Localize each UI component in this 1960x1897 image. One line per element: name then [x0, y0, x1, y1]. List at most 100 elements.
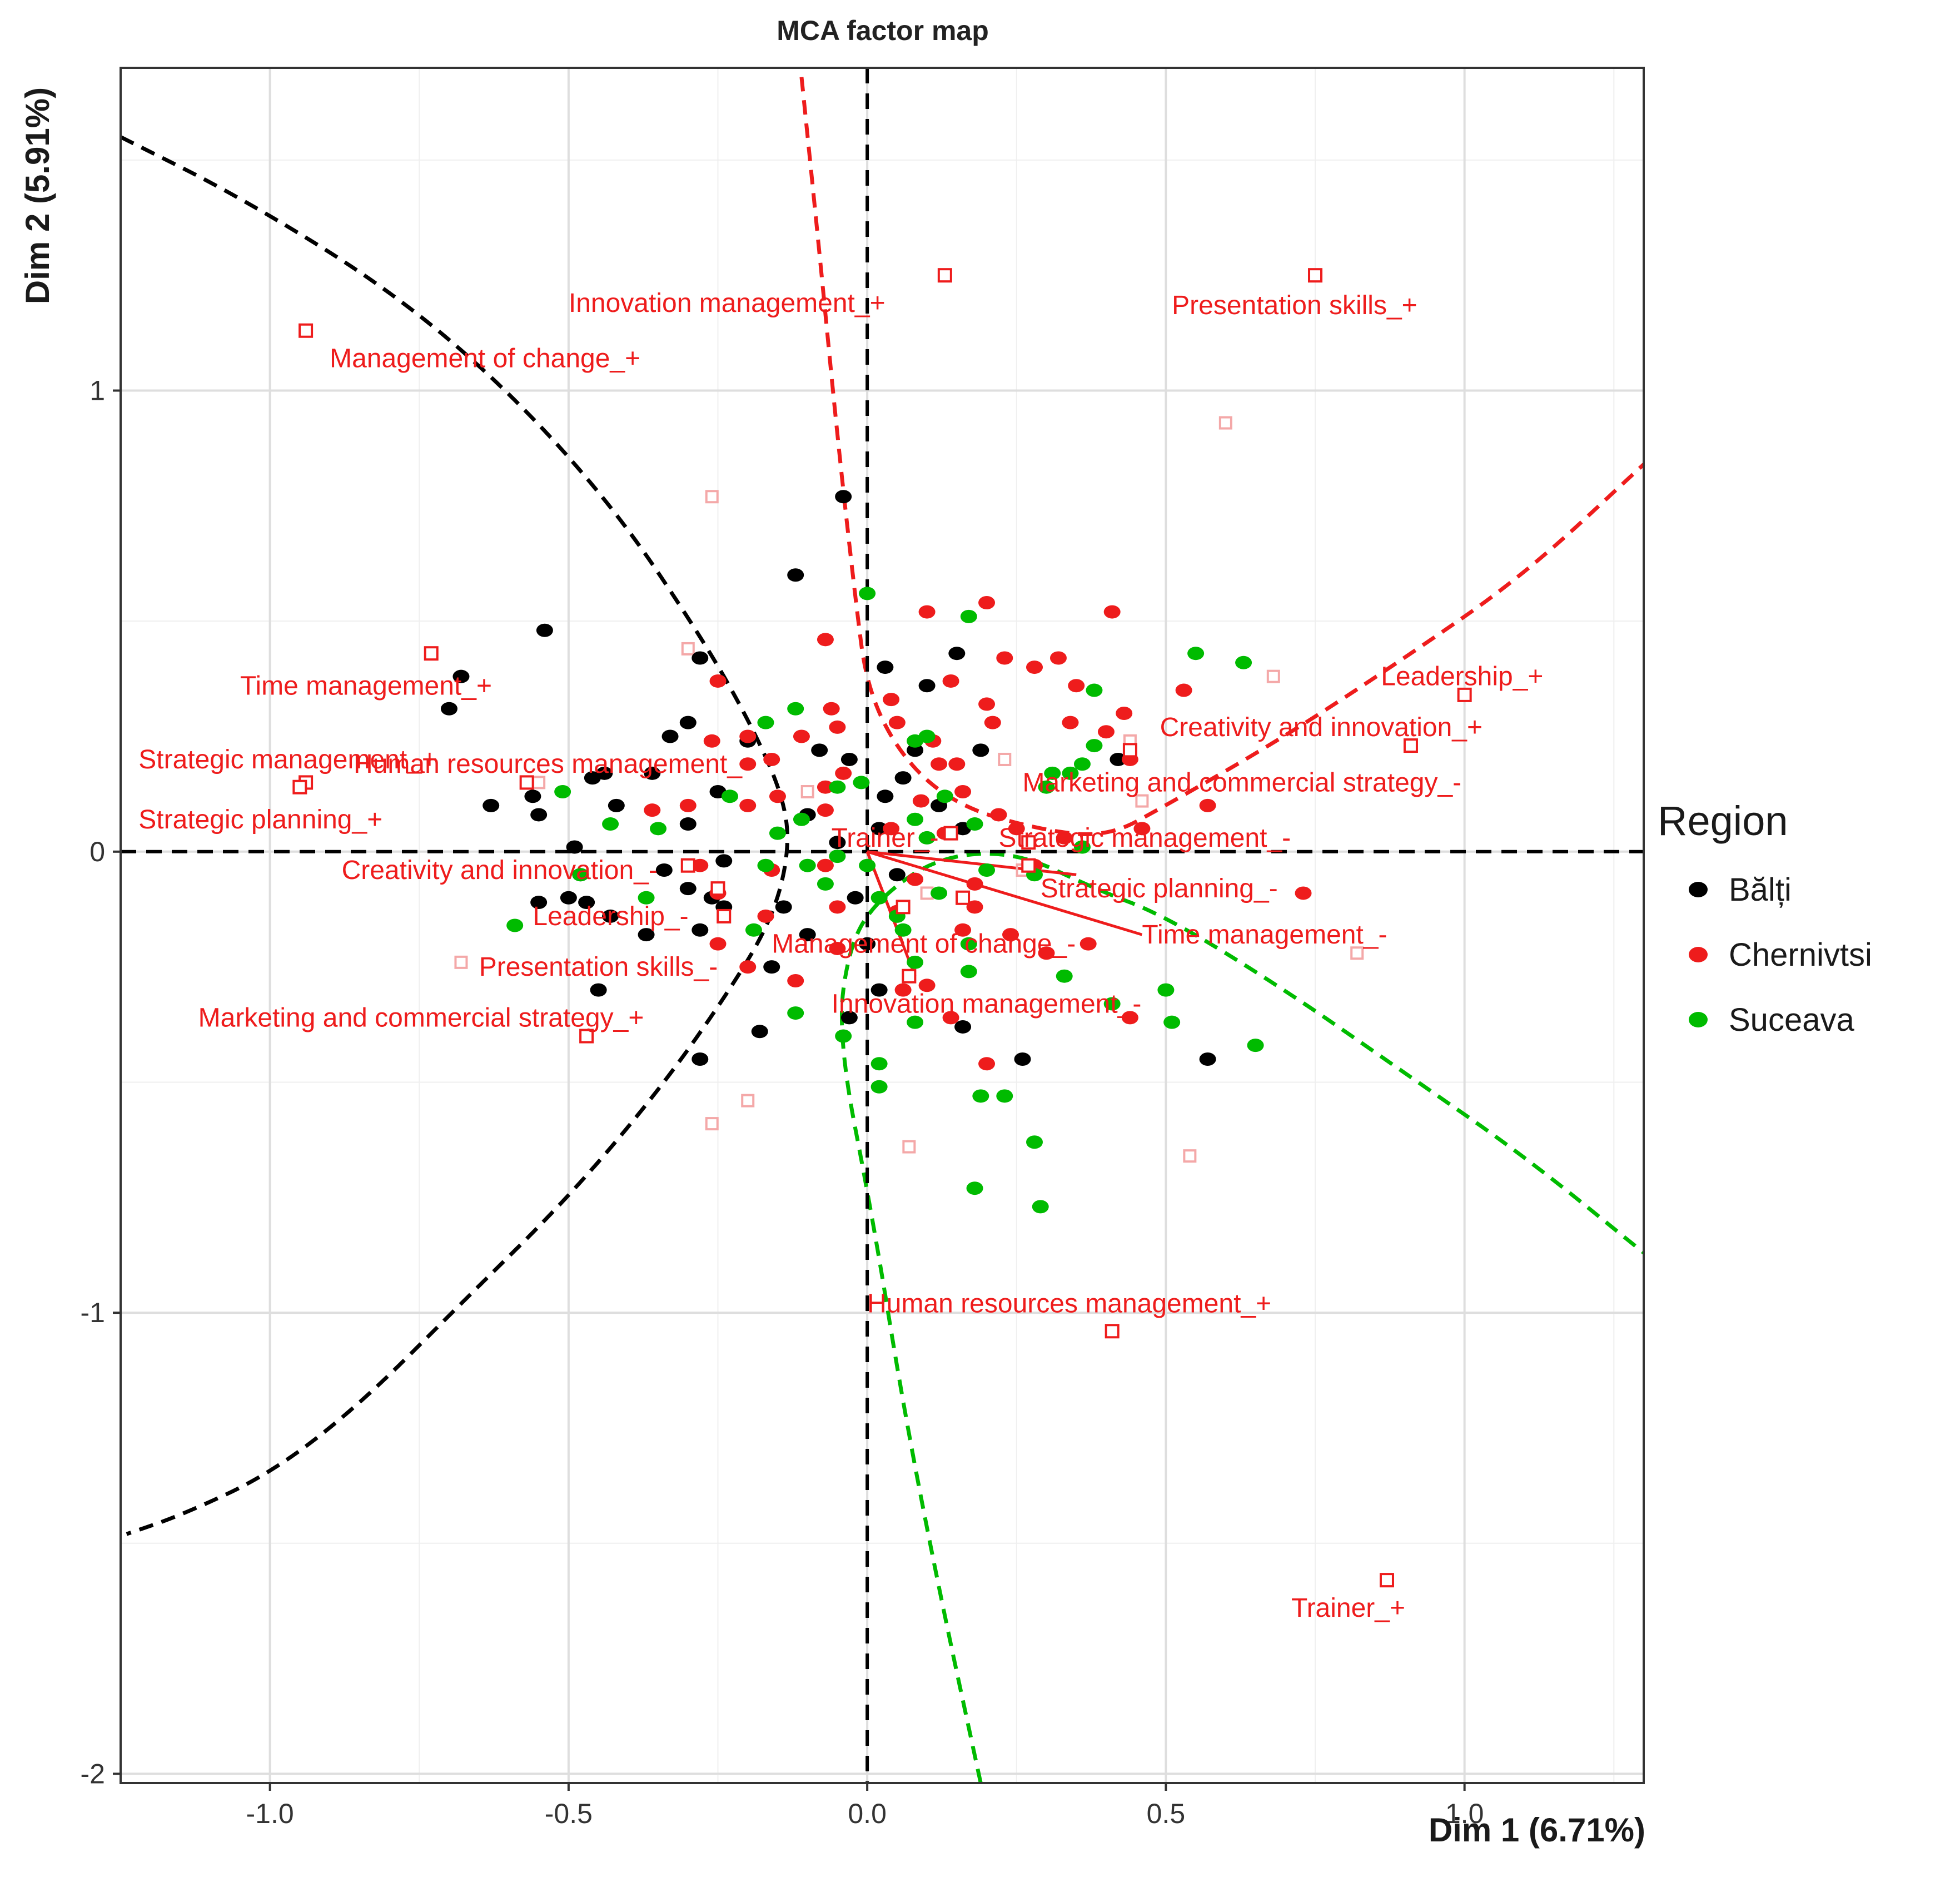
individual-point-suceava	[757, 858, 774, 872]
individual-point-chernivtsi	[835, 766, 852, 780]
legend-key-suceava	[1689, 1012, 1708, 1027]
individual-point-suceava	[1163, 1015, 1181, 1029]
individual-point-chernivtsi	[1068, 679, 1085, 693]
individual-point-chernivtsi	[709, 674, 727, 688]
supplementary-points	[454, 416, 1364, 1163]
individual-point-bălți	[578, 896, 595, 910]
individual-point-suceava	[907, 1015, 924, 1029]
individual-point-bălți	[870, 822, 888, 836]
y-tick-label: -1	[81, 1297, 105, 1328]
x-tick-label: -1.0	[246, 1798, 294, 1829]
x-tick-label: 0.5	[1147, 1798, 1186, 1829]
individual-point-bălți	[907, 743, 924, 757]
category-marker	[1122, 743, 1137, 758]
individual-point-chernivtsi	[644, 803, 661, 817]
individual-point-chernivtsi	[1103, 605, 1121, 619]
individual-point-bălți	[482, 798, 500, 812]
individual-point-chernivtsi	[883, 822, 900, 836]
individual-point-chernivtsi	[829, 941, 846, 955]
individual-point-chernivtsi	[912, 794, 929, 808]
category-labels: Innovation management_+ Presentation skil…	[138, 289, 1543, 1623]
category-marker	[943, 826, 958, 841]
individual-point-chernivtsi	[1056, 831, 1073, 845]
category-label: Trainer_+	[1291, 1593, 1405, 1623]
x-axis-title: Dim 1 (6.71%)	[1429, 1811, 1645, 1849]
individual-point-bălți	[787, 568, 804, 582]
individual-point-bălți	[584, 771, 601, 785]
legend-title: Region	[1658, 798, 1788, 844]
individual-point-bălți	[877, 661, 894, 674]
individual-point-suceava	[966, 1181, 983, 1195]
category-label: Strategic management_+	[138, 745, 437, 774]
supplementary-marker	[1183, 1149, 1197, 1163]
individual-point-chernivtsi	[763, 752, 780, 766]
individual-point-suceava	[936, 789, 953, 803]
individual-point-bălți	[954, 1020, 972, 1034]
individual-point-chernivtsi	[978, 1057, 996, 1071]
category-marker	[956, 890, 971, 905]
individual-point-bălți	[840, 1011, 858, 1025]
individual-point-chernivtsi	[966, 900, 983, 914]
category-label: Presentation skills_-	[479, 952, 718, 982]
category-marker	[937, 268, 952, 283]
individual-point-suceava	[960, 609, 977, 623]
individual-point-suceava	[1103, 997, 1121, 1011]
category-label: Human resources management_-	[354, 749, 751, 779]
individual-point-suceava	[769, 826, 786, 840]
individual-point-chernivtsi	[692, 858, 709, 872]
individual-point-chernivtsi	[996, 651, 1013, 665]
legend-label: Chernivtsi	[1729, 937, 1872, 973]
supplementary-marker	[681, 642, 695, 655]
individual-point-bălți	[536, 623, 553, 637]
individual-point-suceava	[506, 918, 524, 932]
individual-point-chernivtsi	[703, 734, 720, 748]
individual-point-suceava	[859, 858, 876, 872]
individual-point-bălți	[440, 702, 457, 716]
individual-point-bălți	[644, 766, 661, 780]
supplementary-marker	[1266, 669, 1280, 683]
individual-point-bălți	[452, 669, 470, 683]
individual-point-suceava	[1073, 757, 1091, 771]
x-tick-label: 0.0	[848, 1798, 887, 1829]
ellipse-bălți	[120, 135, 789, 1536]
individual-point-suceava	[602, 817, 619, 831]
individual-point-suceava	[931, 886, 948, 900]
individual-point-chernivtsi	[1295, 886, 1312, 900]
individual-point-suceava	[907, 734, 924, 748]
individual-point-chernivtsi	[1133, 822, 1151, 836]
individual-point-bălți	[692, 923, 709, 937]
individual-point-bălți	[530, 808, 548, 822]
category-label: Time management_-	[1142, 920, 1387, 950]
individual-point-chernivtsi	[942, 674, 959, 688]
legend-label: Bălți	[1729, 872, 1792, 908]
supplementary-marker	[1135, 794, 1149, 808]
individual-point-bălți	[1199, 1052, 1216, 1066]
individual-point-chernivtsi	[1080, 937, 1097, 951]
category-label: Management of change_-	[772, 930, 1076, 959]
individual-point-suceava	[1073, 840, 1091, 854]
individual-point-chernivtsi	[954, 785, 972, 799]
category-marker	[1457, 687, 1472, 702]
individual-point-bălți	[840, 752, 858, 766]
individual-point-bălți	[692, 1052, 709, 1066]
individual-point-chernivtsi	[888, 716, 906, 729]
individual-point-chernivtsi	[793, 729, 810, 743]
individual-point-suceava	[638, 891, 655, 905]
individual-point-chernivtsi	[1199, 798, 1216, 812]
x-tick-label: -0.5	[545, 1798, 593, 1829]
individual-point-chernivtsi	[823, 702, 840, 716]
individual-point-suceava	[978, 863, 996, 877]
category-label: Strategic management_-	[999, 823, 1291, 853]
category-label: Creativity and innovation_+	[1160, 713, 1483, 742]
category-marker	[1105, 1324, 1120, 1339]
individual-point-suceava	[894, 923, 912, 937]
individual-point-suceava	[554, 785, 571, 799]
individual-point-bălți	[679, 716, 697, 729]
individual-point-chernivtsi	[1038, 946, 1055, 960]
individual-point-bălți	[775, 900, 792, 914]
individual-point-chernivtsi	[829, 720, 846, 734]
individual-point-suceava	[787, 1006, 804, 1020]
individual-point-suceava	[918, 831, 936, 845]
individual-point-bălți	[692, 651, 709, 665]
individual-point-suceava	[1086, 683, 1103, 697]
